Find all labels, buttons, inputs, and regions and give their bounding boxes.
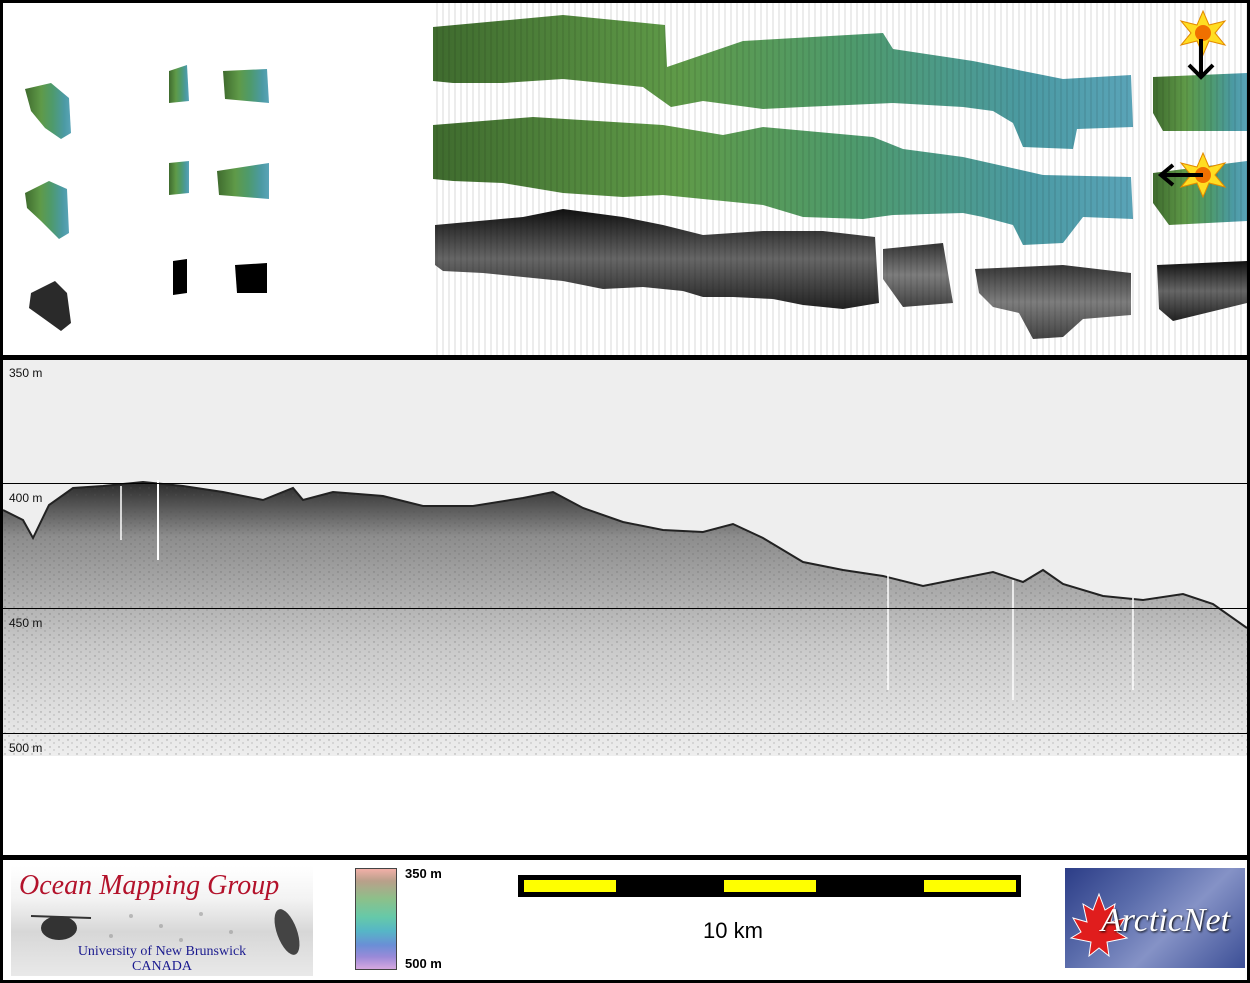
omg-title: Ocean Mapping Group: [19, 870, 280, 901]
footer-panel: Ocean Mapping Group University of New Br…: [3, 860, 1247, 980]
scale-bar-segment: [524, 880, 616, 892]
depth-label-450: 450 m: [9, 616, 43, 630]
color-scale-bottom-label: 500 m: [405, 956, 442, 971]
swath-strips: [25, 3, 1247, 355]
swath-patch: [169, 65, 189, 103]
scale-bar-segment: [924, 880, 1016, 892]
omg-university: University of New Brunswick: [77, 944, 247, 959]
ocean-mapping-group-logo: Ocean Mapping Group University of New Br…: [11, 866, 313, 976]
depth-label-350: 350 m: [9, 366, 43, 380]
arcticnet-wordmark: ArcticNet: [1101, 902, 1231, 939]
arrow-down-icon: [1187, 39, 1215, 80]
swath-patch: [223, 69, 269, 103]
swath-imagery-panel: [3, 3, 1247, 355]
arrow-left-icon: [1157, 163, 1203, 187]
subbottom-profile-panel: 350 m 400 m 450 m 500 m: [3, 360, 1247, 855]
depth-color-scale: [355, 868, 397, 970]
profile-echogram: [3, 360, 1247, 756]
swath-patch: [217, 163, 269, 199]
swath-patch: [29, 281, 71, 331]
swath-patch: [169, 161, 189, 195]
depth-gridline: [3, 608, 1247, 609]
scale-bar-label: 10 km: [703, 918, 763, 943]
swath-patch: [25, 83, 71, 139]
swath-patch: [173, 259, 187, 295]
scale-bar: [518, 875, 1021, 897]
depth-gridline: [3, 483, 1247, 484]
omg-country: CANADA: [132, 959, 192, 974]
logo-artwork: [30, 909, 300, 955]
depth-label-500: 500 m: [9, 741, 43, 755]
arcticnet-logo: ArcticNet: [1065, 868, 1245, 968]
swath-patch: [235, 263, 267, 293]
seabed-reflector: [3, 480, 1247, 629]
swath-patch: [25, 181, 69, 239]
scale-bar-segment: [724, 880, 816, 892]
depth-label-400: 400 m: [9, 491, 43, 505]
depth-gridline: [3, 733, 1247, 734]
maple-leaf-icon: [1069, 892, 1129, 958]
color-scale-top-label: 350 m: [405, 866, 442, 881]
